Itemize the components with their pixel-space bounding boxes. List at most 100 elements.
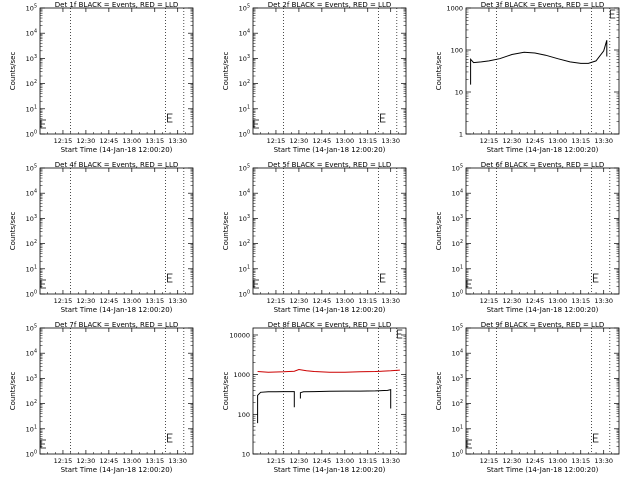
x-axis-label: Start Time (14-Jan-18 12:00:20): [61, 466, 173, 474]
x-tick-label: 13:00: [335, 137, 354, 145]
x-axis-label: Start Time (14-Jan-18 12:00:20): [274, 146, 386, 154]
detector-chart: Det 4f BLACK = Events, RED = LLD 12:15 12:…: [9, 161, 194, 314]
y-tick-label: 104: [452, 349, 463, 358]
event-marker-glyph: [167, 273, 173, 283]
x-tick-label: 12:45: [99, 137, 118, 145]
y-tick-label: 105: [26, 324, 37, 333]
y-tick-label: 105: [26, 164, 37, 173]
x-tick-label: 12:15: [54, 137, 73, 145]
x-tick-label: 13:30: [168, 457, 187, 465]
y-tick-label: 100: [452, 290, 463, 299]
x-tick-label: 13:30: [381, 137, 400, 145]
x-tick-label: 12:30: [290, 457, 309, 465]
x-tick-label: 13:30: [168, 297, 187, 305]
series-line: [470, 40, 608, 85]
chart-title: Det 6f BLACK = Events, RED = LLD: [481, 161, 604, 169]
event-marker-glyph: [40, 439, 46, 449]
y-tick-label: 102: [239, 239, 250, 248]
event-marker-glyph: [396, 329, 403, 339]
event-marker-glyph: [380, 273, 386, 283]
x-tick-label: 12:45: [312, 457, 331, 465]
y-axis-label: Counts/sec: [9, 212, 17, 251]
event-marker-glyph: [167, 433, 173, 443]
chart-title: Det 9f BLACK = Events, RED = LLD: [481, 321, 604, 329]
y-tick-label: 100: [451, 47, 463, 55]
x-tick-label: 12:15: [480, 297, 499, 305]
y-tick-label: 102: [26, 399, 37, 408]
y-tick-label: 103: [239, 214, 250, 223]
y-tick-label: 102: [26, 79, 37, 88]
detector-panel: Det 1f BLACK = Events, RED = LLD 12:15 12:…: [0, 0, 213, 160]
chart-title: Det 1f BLACK = Events, RED = LLD: [55, 1, 178, 9]
chart-title: Det 3f BLACK = Events, RED = LLD: [481, 1, 604, 9]
x-tick-label: 13:15: [358, 457, 377, 465]
y-tick-label: 102: [452, 399, 463, 408]
y-tick-label: 10: [455, 89, 463, 97]
x-tick-label: 13:30: [594, 137, 613, 145]
y-tick-label: 1000: [446, 5, 463, 13]
x-tick-label: 13:15: [358, 297, 377, 305]
event-marker-glyph: [593, 273, 599, 283]
y-tick-label: 100: [26, 130, 37, 139]
plot-frame: [252, 7, 407, 135]
x-tick-label: 12:45: [525, 457, 544, 465]
detector-panel: Det 2f BLACK = Events, RED = LLD 12:15 12:…: [213, 0, 426, 160]
x-axis-label: Start Time (14-Jan-18 12:00:20): [487, 146, 599, 154]
y-tick-label: 104: [26, 349, 37, 358]
x-tick-label: 12:15: [267, 297, 286, 305]
y-tick-label: 101: [452, 264, 463, 273]
x-tick-label: 12:30: [77, 297, 96, 305]
x-tick-label: 12:15: [480, 137, 499, 145]
y-tick-label: 101: [452, 424, 463, 433]
x-tick-label: 13:15: [145, 297, 164, 305]
x-tick-label: 13:00: [335, 297, 354, 305]
detector-chart: Det 2f BLACK = Events, RED = LLD 12:15 12:…: [222, 1, 407, 154]
x-tick-label: 13:15: [358, 137, 377, 145]
x-axis-label: Start Time (14-Jan-18 12:00:20): [487, 466, 599, 474]
x-tick-label: 13:30: [594, 297, 613, 305]
y-tick-label: 104: [239, 29, 250, 38]
event-marker-glyph: [40, 119, 46, 129]
y-axis-label: Counts/sec: [222, 372, 230, 411]
y-tick-label: 1: [459, 131, 463, 139]
y-tick-label: 105: [452, 164, 463, 173]
y-tick-label: 105: [239, 164, 250, 173]
event-marker-glyph: [380, 113, 386, 123]
y-tick-label: 102: [452, 239, 463, 248]
x-tick-label: 13:00: [548, 137, 567, 145]
detector-panel: Det 6f BLACK = Events, RED = LLD 12:15 12:…: [426, 160, 639, 320]
y-tick-label: 101: [26, 104, 37, 113]
x-tick-label: 13:30: [168, 137, 187, 145]
detector-chart: Det 8f BLACK = Events, RED = LLD 12:15 12:…: [222, 321, 407, 474]
x-tick-label: 12:30: [290, 137, 309, 145]
y-tick-label: 100: [239, 130, 250, 139]
series-line: [257, 368, 400, 373]
x-tick-label: 12:15: [54, 297, 73, 305]
x-tick-label: 13:30: [594, 457, 613, 465]
x-tick-label: 13:30: [381, 457, 400, 465]
y-axis-label: Counts/sec: [435, 372, 443, 411]
y-tick-label: 104: [452, 189, 463, 198]
detector-panel: Det 4f BLACK = Events, RED = LLD 12:15 12:…: [0, 160, 213, 320]
y-tick-label: 103: [26, 374, 37, 383]
chart-title: Det 7f BLACK = Events, RED = LLD: [55, 321, 178, 329]
event-marker-glyph: [593, 433, 599, 443]
y-axis-label: Counts/sec: [222, 52, 230, 91]
x-tick-label: 12:30: [290, 297, 309, 305]
detector-chart: Det 6f BLACK = Events, RED = LLD 12:15 12:…: [435, 161, 620, 314]
detector-panel: Det 7f BLACK = Events, RED = LLD 12:15 12:…: [0, 320, 213, 480]
detector-panel: Det 9f BLACK = Events, RED = LLD 12:15 12:…: [426, 320, 639, 480]
y-tick-label: 102: [26, 239, 37, 248]
x-axis-label: Start Time (14-Jan-18 12:00:20): [61, 306, 173, 314]
x-tick-label: 13:00: [122, 297, 141, 305]
x-axis-label: Start Time (14-Jan-18 12:00:20): [274, 306, 386, 314]
x-tick-label: 12:45: [312, 297, 331, 305]
detector-panel: Det 8f BLACK = Events, RED = LLD 12:15 12:…: [213, 320, 426, 480]
y-tick-label: 105: [452, 324, 463, 333]
y-tick-label: 101: [239, 104, 250, 113]
x-tick-label: 12:30: [503, 137, 522, 145]
event-marker-glyph: [253, 119, 259, 129]
x-tick-label: 13:15: [145, 137, 164, 145]
x-tick-label: 13:30: [381, 297, 400, 305]
